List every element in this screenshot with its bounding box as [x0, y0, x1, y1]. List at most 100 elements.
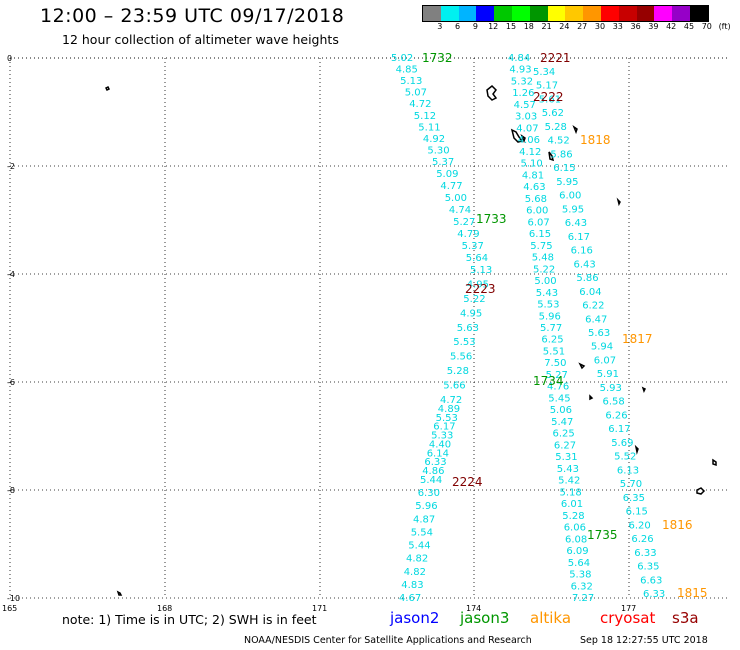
swh-value: 4.40: [429, 439, 451, 450]
swh-value: 5.37: [432, 157, 454, 168]
legend-label: 12: [488, 22, 499, 31]
swh-value: 5.27: [453, 217, 475, 228]
satellite-label-jason3: jason3: [460, 609, 510, 627]
swh-value: 4.84: [508, 53, 530, 64]
swh-value: 5.47: [551, 417, 573, 428]
swh-value: 4.74: [449, 205, 471, 216]
pass-time-label: 1733: [476, 212, 507, 226]
island: [696, 487, 706, 495]
swh-value: 5.61: [539, 95, 561, 106]
island: [572, 125, 578, 135]
legend-swatch: [600, 6, 619, 21]
swh-value: 4.81: [522, 170, 544, 181]
swh-value: 4.86: [422, 466, 444, 477]
color-scale-labels: 3 6 9 12 15 18 21 24 27 30 33 36 39 42 45 70 (ft): [422, 22, 740, 34]
swh-value: 5.86: [550, 149, 572, 160]
swh-value: 5.45: [548, 393, 570, 404]
swh-value: 5.64: [466, 253, 488, 264]
legend-swatch: [529, 6, 548, 21]
swh-value: 6.35: [623, 493, 645, 504]
legend-label: 24: [559, 22, 570, 31]
legend-swatch: [423, 6, 441, 21]
swh-value: 6.47: [585, 314, 607, 325]
swh-value: 1.26: [512, 88, 534, 99]
legend-swatch: [494, 6, 512, 21]
swh-value-labels: 5.024.855.135.074.725.125.114.925.305.37…: [391, 53, 665, 604]
satellite-label-cryosat: cryosat: [600, 609, 656, 627]
legend-swatch: [565, 6, 584, 21]
swh-value: 4.89: [438, 404, 460, 415]
swh-value: 6.35: [637, 562, 659, 573]
swh-value: 6.43: [574, 259, 596, 270]
swh-value: 6.08: [565, 534, 587, 545]
satellite-label-s3a: s3a: [672, 609, 699, 627]
pass-time-label: 2221: [540, 51, 571, 65]
page-subtitle: 12 hour collection of altimeter wave hei…: [62, 32, 339, 47]
island: [578, 362, 586, 370]
swh-value: 5.95: [556, 177, 578, 188]
swh-value: 5.09: [436, 169, 458, 180]
swh-value: 4.57: [514, 100, 536, 111]
islands: [104, 84, 717, 596]
pass-time-label: 1735: [587, 528, 618, 542]
swh-value: 4.82: [404, 567, 426, 578]
swh-value: 6.27: [554, 440, 576, 451]
swh-value: 5.75: [530, 241, 552, 252]
footer-timestamp: Sep 18 12:27:55 UTC 2018: [580, 635, 708, 646]
legend-swatch: [458, 6, 477, 21]
legend-label: 21: [541, 22, 552, 31]
swh-value: 5.13: [470, 265, 492, 276]
swh-value: 5.28: [562, 511, 584, 522]
swh-value: 4.83: [401, 580, 423, 591]
swh-value: 5.17: [536, 81, 558, 92]
page-title: 12:00 – 23:59 UTC 09/17/2018: [40, 5, 345, 27]
swh-value: 6.33: [643, 589, 665, 600]
x-tick-label: 168: [157, 604, 172, 613]
legend-label: 15: [505, 22, 517, 31]
legend-swatch: [636, 6, 655, 21]
swh-value: 5.56: [450, 352, 472, 363]
swh-value: 6.32: [571, 581, 593, 592]
island: [634, 444, 639, 455]
pass-time-label: 2223: [465, 282, 496, 296]
y-tick-label: -6: [7, 378, 15, 387]
x-tick-label: 174: [466, 604, 481, 613]
pass-time-labels: 1732 1733 2223 2224 2221 2222 1734 1735 1818 1817…: [422, 51, 708, 600]
axis-ticks: 165 168 171 174 177 0 -2 -4 -6 -8 -10: [2, 54, 636, 613]
swh-value: 6.09: [566, 546, 588, 557]
swh-value: 6.17: [568, 232, 590, 243]
swh-value: 5.94: [591, 342, 613, 353]
footer-credit: NOAA/NESDIS Center for Satellite Applica…: [244, 635, 532, 646]
swh-value: 5.63: [588, 328, 610, 339]
swh-value: 5.32: [511, 77, 533, 88]
swh-value: 6.15: [529, 229, 551, 240]
map-grid: [9, 57, 730, 599]
swh-value: 5.38: [569, 570, 591, 581]
swh-value: 6.00: [559, 191, 581, 202]
swh-value: 5.53: [436, 413, 458, 424]
legend-label: 30: [594, 22, 606, 31]
swh-value: 5.42: [558, 476, 580, 487]
swh-value: 4.76: [547, 382, 569, 393]
swh-value: 6.58: [603, 397, 625, 408]
swh-value: 4.93: [509, 65, 531, 76]
swh-value: 5.02: [391, 53, 413, 64]
swh-value: 6.15: [553, 163, 575, 174]
legend-label: 6: [455, 22, 461, 31]
swh-value: 7.27: [572, 593, 594, 604]
swh-value: 4.95: [467, 279, 489, 290]
swh-value: 4.95: [460, 308, 482, 319]
swh-value: 6.25: [553, 429, 575, 440]
satellite-label-jason2: jason2: [390, 609, 440, 627]
swh-value: 5.13: [400, 76, 422, 87]
legend-swatch: [476, 6, 495, 21]
swh-value: 6.30: [418, 488, 440, 499]
pass-time-label: 1815: [677, 586, 708, 600]
y-tick-label: -4: [7, 270, 15, 279]
pass-time-label: 1732: [422, 51, 453, 65]
island: [589, 394, 594, 401]
legend-swatch: [689, 6, 708, 21]
swh-value: 5.63: [457, 323, 479, 334]
swh-value: 6.17: [608, 424, 630, 435]
